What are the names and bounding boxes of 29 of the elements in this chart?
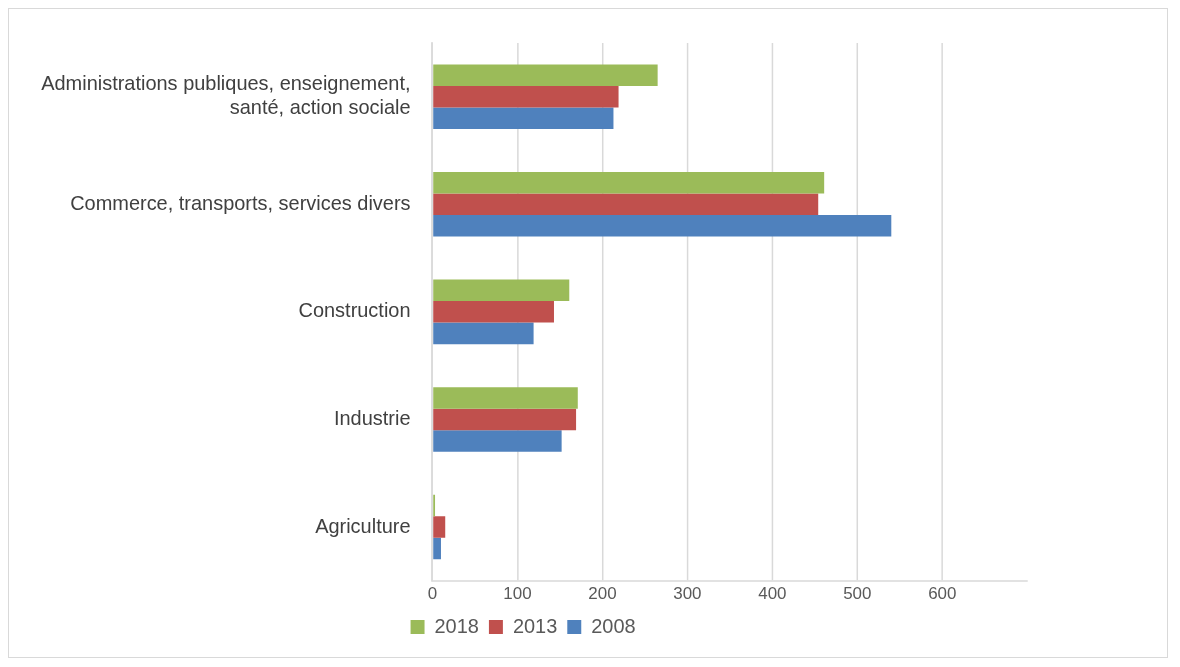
y-tick-label: Agriculture xyxy=(315,514,411,537)
legend-label: 2013 xyxy=(512,614,558,637)
bar xyxy=(433,193,819,216)
legend-label: 2018 xyxy=(434,614,479,637)
bar xyxy=(433,516,446,538)
x-tick-label: 400 xyxy=(758,583,787,603)
x-tick-label: 600 xyxy=(928,583,957,603)
y-tick-label: Administrations publiques, enseignement, santé, action sociale xyxy=(41,72,411,119)
bar xyxy=(433,537,441,560)
bar xyxy=(433,387,578,409)
x-tick-label: 300 xyxy=(673,583,702,603)
bar xyxy=(433,322,534,345)
bar xyxy=(433,64,658,86)
x-tick-label: 100 xyxy=(503,583,532,603)
bar xyxy=(433,408,577,431)
bar xyxy=(433,107,614,129)
bar xyxy=(433,301,554,323)
bar xyxy=(433,85,619,108)
x-tick-label: 0 xyxy=(427,583,438,603)
y-tick-label: Construction xyxy=(298,299,411,322)
bar xyxy=(433,430,562,452)
x-tick-label: 200 xyxy=(588,583,617,603)
bar xyxy=(433,279,570,302)
y-tick-label: Industrie xyxy=(333,406,411,429)
bar xyxy=(433,215,892,237)
legend-label: 2008 xyxy=(591,614,636,637)
y-tick-label: Commerce, transports, services divers xyxy=(70,191,411,214)
bar xyxy=(433,172,825,194)
x-tick-label: 500 xyxy=(843,583,872,603)
